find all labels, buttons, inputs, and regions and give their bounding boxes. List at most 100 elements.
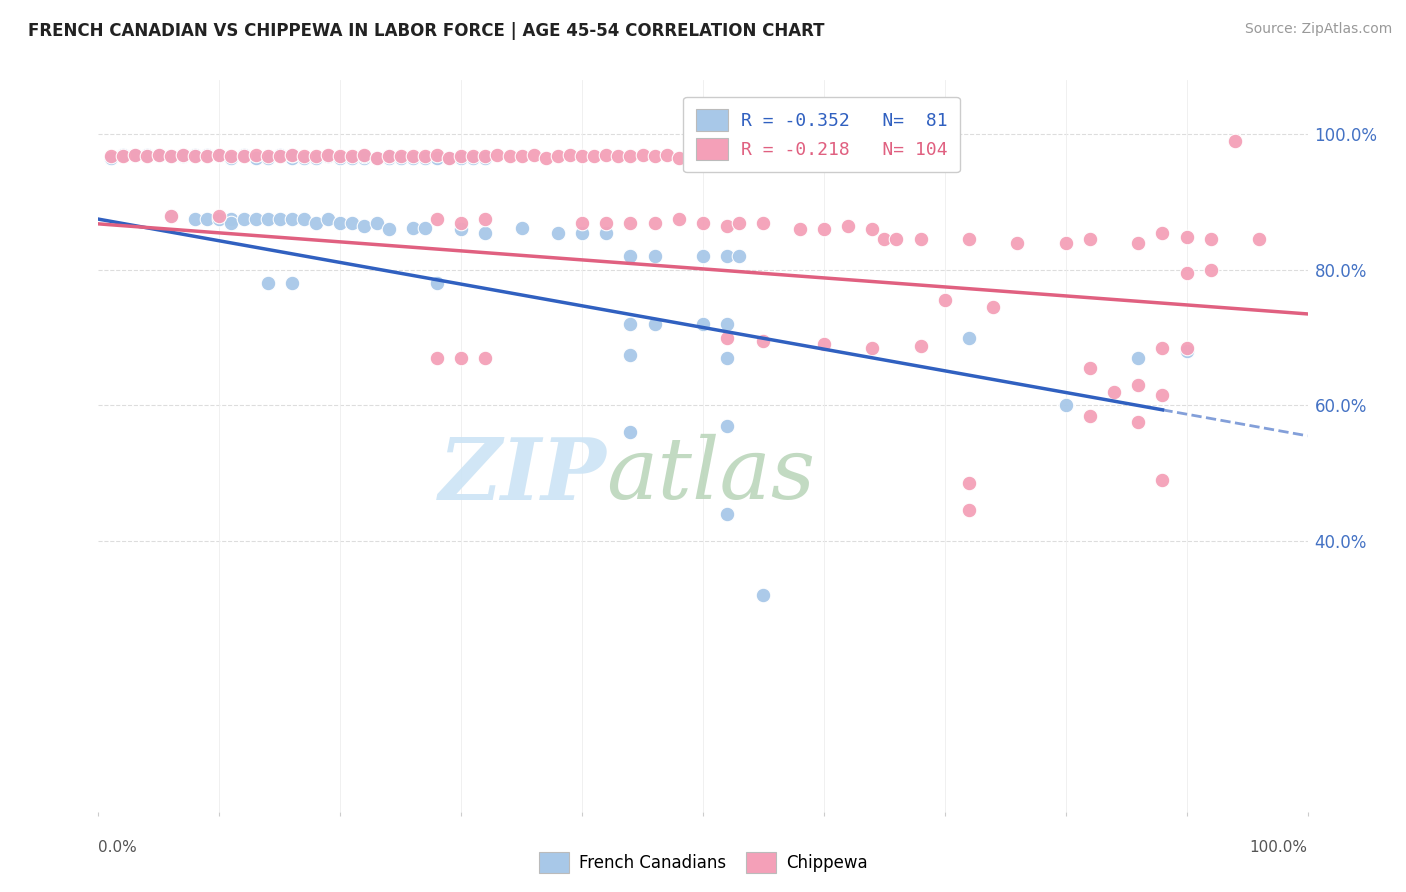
Point	[463, 149, 485, 163]
Point	[208, 148, 231, 162]
Point	[728, 249, 751, 263]
Point	[873, 232, 896, 246]
Point	[305, 149, 328, 163]
Point	[450, 222, 472, 236]
Point	[1152, 388, 1174, 402]
Point	[329, 151, 352, 165]
Point	[957, 331, 980, 345]
Point	[813, 222, 835, 236]
Point	[1128, 415, 1150, 429]
Point	[1175, 266, 1198, 280]
Point	[195, 148, 218, 162]
Point	[135, 148, 157, 162]
Point	[1078, 232, 1101, 246]
Point	[172, 148, 194, 162]
Point	[184, 149, 207, 163]
Point	[377, 149, 399, 163]
Point	[728, 215, 751, 229]
Point	[232, 149, 254, 163]
Point	[353, 149, 375, 163]
Point	[450, 149, 472, 163]
Point	[558, 148, 581, 162]
Point	[1054, 398, 1077, 412]
Point	[329, 149, 352, 163]
Point	[245, 148, 267, 162]
Point	[245, 212, 267, 227]
Point	[886, 232, 908, 246]
Point	[148, 148, 170, 162]
Point	[111, 149, 134, 163]
Point	[619, 215, 641, 229]
Point	[789, 222, 811, 236]
Point	[160, 209, 183, 223]
Point	[160, 149, 183, 163]
Point	[619, 425, 641, 440]
Point	[437, 151, 460, 165]
Point	[716, 249, 738, 263]
Point	[474, 149, 496, 163]
Point	[474, 151, 496, 165]
Point	[860, 341, 883, 355]
Point	[426, 212, 449, 227]
Point	[1175, 230, 1198, 244]
Point	[523, 148, 546, 162]
Point	[135, 149, 157, 163]
Point	[221, 151, 243, 165]
Point	[195, 212, 218, 227]
Point	[221, 215, 243, 229]
Point	[316, 149, 339, 163]
Point	[124, 148, 146, 162]
Point	[221, 149, 243, 163]
Point	[463, 151, 485, 165]
Point	[221, 212, 243, 227]
Point	[571, 149, 593, 163]
Point	[1199, 263, 1222, 277]
Point	[232, 212, 254, 227]
Point	[752, 215, 775, 229]
Y-axis label: In Labor Force | Age 45-54: In Labor Force | Age 45-54	[0, 345, 8, 547]
Point	[595, 215, 617, 229]
Point	[402, 149, 425, 163]
Point	[111, 148, 134, 162]
Point	[124, 148, 146, 162]
Text: FRENCH CANADIAN VS CHIPPEWA IN LABOR FORCE | AGE 45-54 CORRELATION CHART: FRENCH CANADIAN VS CHIPPEWA IN LABOR FOR…	[28, 22, 825, 40]
Point	[716, 351, 738, 365]
Text: ZIP: ZIP	[439, 434, 606, 517]
Point	[437, 151, 460, 165]
Point	[160, 209, 183, 223]
Point	[1054, 235, 1077, 250]
Point	[1128, 351, 1150, 365]
Point	[305, 215, 328, 229]
Point	[571, 226, 593, 240]
Point	[547, 226, 569, 240]
Point	[655, 148, 678, 162]
Point	[256, 151, 278, 165]
Point	[644, 149, 666, 163]
Point	[342, 215, 364, 229]
Point	[571, 215, 593, 229]
Point	[305, 151, 328, 165]
Point	[752, 334, 775, 348]
Legend: R = -0.352   N=  81, R = -0.218   N= 104: R = -0.352 N= 81, R = -0.218 N= 104	[683, 96, 960, 172]
Text: Source: ZipAtlas.com: Source: ZipAtlas.com	[1244, 22, 1392, 37]
Point	[474, 351, 496, 365]
Point	[100, 149, 122, 163]
Point	[377, 149, 399, 163]
Point	[510, 149, 533, 163]
Point	[172, 149, 194, 163]
Point	[534, 151, 557, 165]
Point	[281, 148, 304, 162]
Point	[413, 221, 436, 235]
Point	[256, 149, 278, 163]
Point	[1199, 232, 1222, 246]
Point	[269, 149, 291, 163]
Point	[981, 300, 1004, 314]
Point	[281, 277, 304, 291]
Point	[1007, 235, 1029, 250]
Point	[1249, 232, 1271, 246]
Point	[256, 149, 278, 163]
Point	[619, 149, 641, 163]
Point	[1078, 409, 1101, 423]
Point	[402, 221, 425, 235]
Point	[366, 215, 388, 229]
